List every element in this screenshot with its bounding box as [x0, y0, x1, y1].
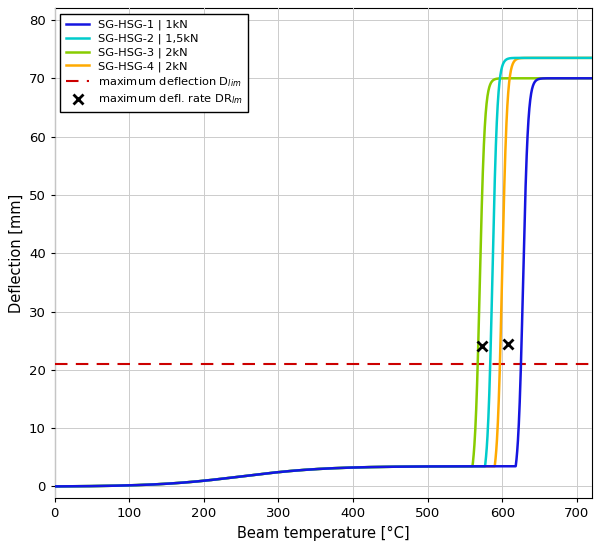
- X-axis label: Beam temperature [°C]: Beam temperature [°C]: [237, 525, 410, 541]
- Legend: SG-HSG-1 | 1kN, SG-HSG-2 | 1,5kN, SG-HSG-3 | 2kN, SG-HSG-4 | 2kN, maximum deflec: SG-HSG-1 | 1kN, SG-HSG-2 | 1,5kN, SG-HSG…: [61, 14, 248, 112]
- Y-axis label: Deflection [mm]: Deflection [mm]: [8, 194, 23, 313]
